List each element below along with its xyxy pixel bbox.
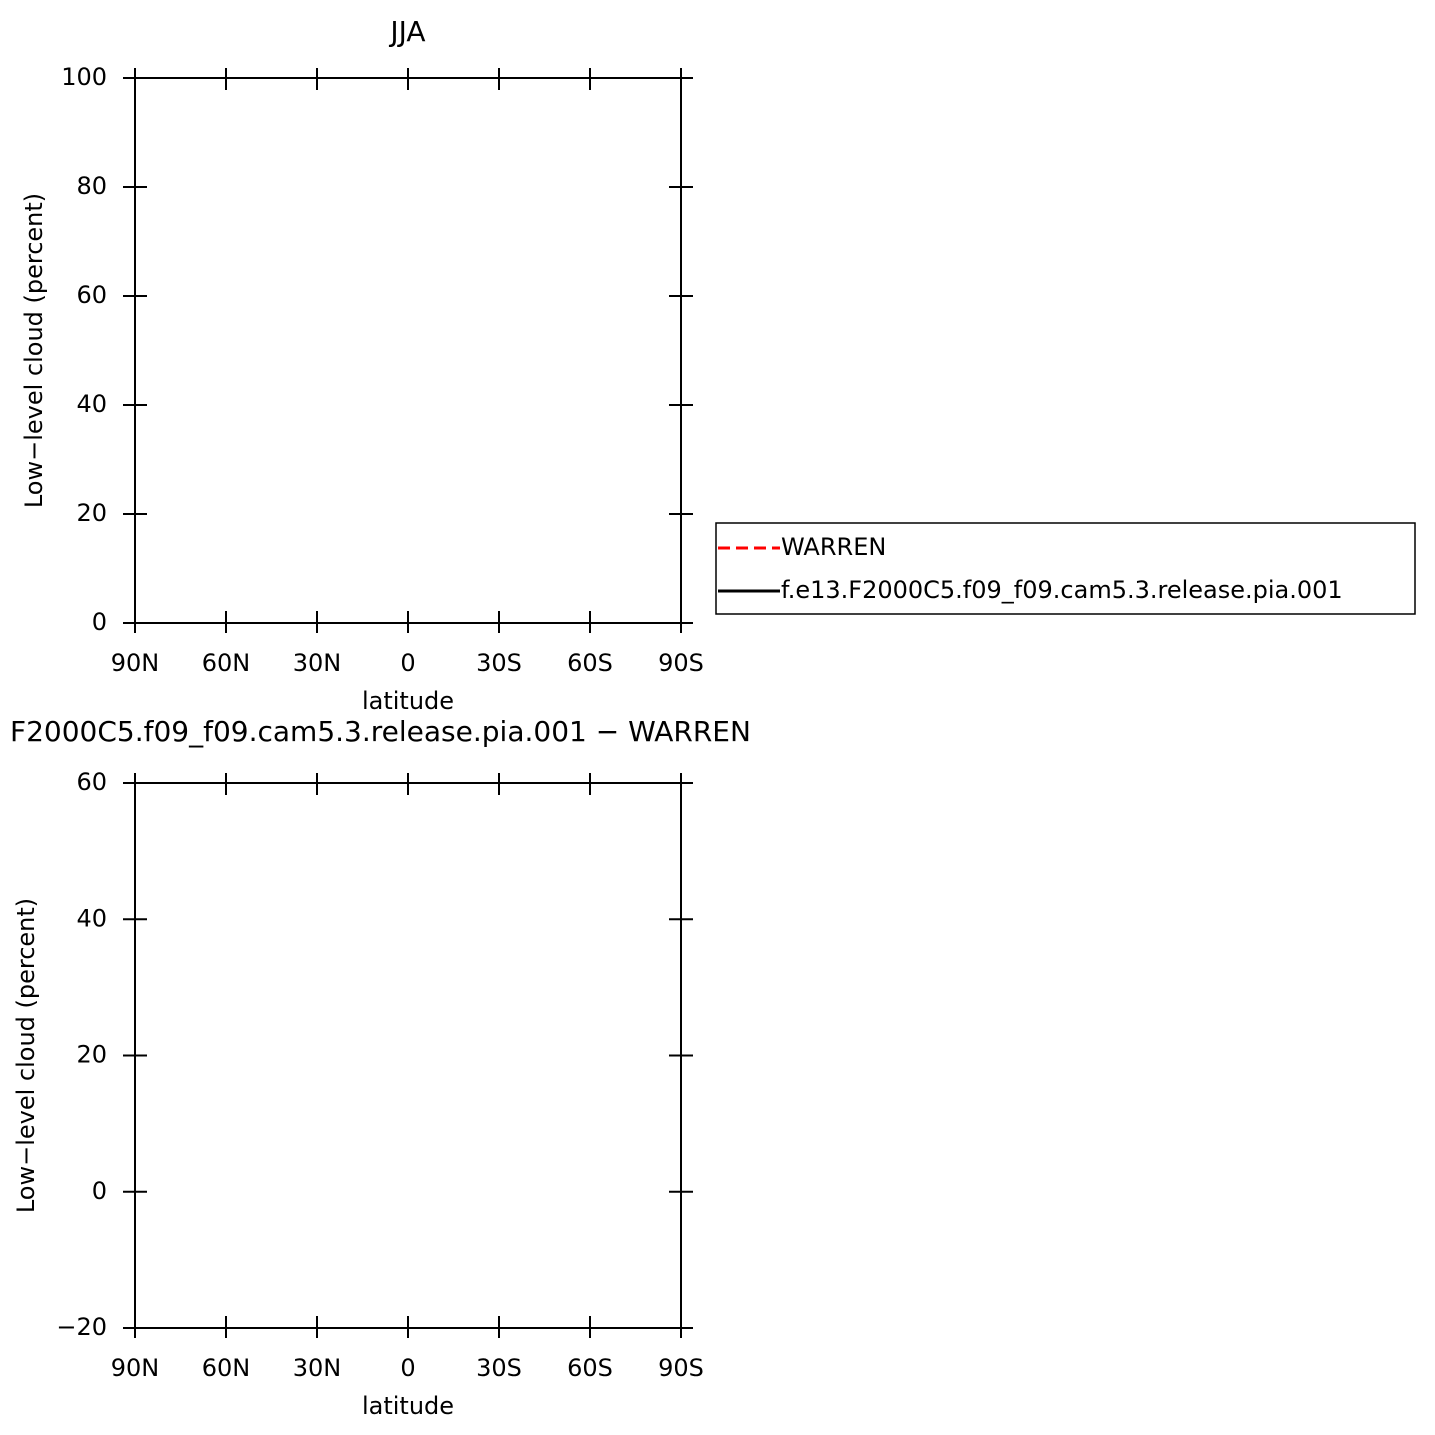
x-tick-label: 60S	[567, 649, 613, 677]
y-tick-label: −20	[56, 1313, 107, 1341]
x-axis-label: latitude	[362, 687, 454, 715]
y-tick-label: 80	[76, 172, 107, 200]
x-tick-label: 90N	[111, 1354, 160, 1382]
x-tick-label: 30N	[293, 1354, 342, 1382]
x-tick-label: 0	[400, 1354, 415, 1382]
x-tick-label: 60S	[567, 1354, 613, 1382]
y-tick-label: 40	[76, 904, 107, 932]
x-tick-label: 30S	[476, 1354, 522, 1382]
x-tick-label: 90N	[111, 649, 160, 677]
y-tick-label: 20	[76, 499, 107, 527]
y-tick-label: 60	[76, 768, 107, 796]
plot-frame	[134, 77, 682, 624]
legend-label: WARREN	[781, 533, 886, 561]
y-tick-label: 0	[92, 1177, 107, 1205]
legend-label: f.e13.F2000C5.f09_f09.cam5.3.release.pia…	[781, 576, 1343, 604]
chart-title: JJA	[388, 15, 425, 48]
x-tick-label: 0	[400, 649, 415, 677]
x-tick-label: 90S	[658, 1354, 704, 1382]
y-tick-label: 0	[92, 608, 107, 636]
y-tick-label: 40	[76, 390, 107, 418]
x-tick-label: 60N	[202, 649, 251, 677]
y-tick-label: 20	[76, 1041, 107, 1069]
x-tick-label: 90S	[658, 649, 704, 677]
legend: WARREN f.e13.F2000C5.f09_f09.cam5.3.relea…	[715, 522, 1416, 615]
x-tick-label: 30S	[476, 649, 522, 677]
x-tick-label: 60N	[202, 1354, 251, 1382]
y-tick-label: 100	[61, 63, 107, 91]
legend-box	[715, 522, 1416, 615]
x-axis-label: latitude	[362, 1392, 454, 1420]
y-axis-label: Low−level cloud (percent)	[12, 898, 40, 1213]
y-axis-label: Low−level cloud (percent)	[20, 193, 48, 508]
x-tick-label: 30N	[293, 649, 342, 677]
plot-frame	[134, 782, 682, 1329]
y-tick-label: 60	[76, 281, 107, 309]
chart-title: F2000C5.f09_f09.cam5.3.release.pia.001 −…	[10, 715, 751, 748]
